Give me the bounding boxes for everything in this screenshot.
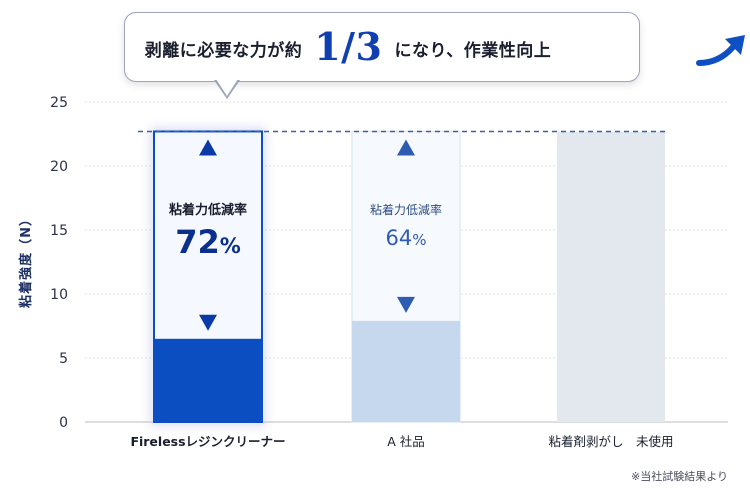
bar-2 [557, 131, 665, 422]
callout-suffix: になり、作業性向上 [394, 40, 552, 61]
down-arrow-icon [199, 314, 217, 331]
reduction-label: 粘着力低減率 [168, 202, 247, 218]
callout-box: 剥離に必要な力が約 1/3 になり、作業性向上 [124, 12, 745, 83]
reduction-value: 64% [386, 226, 427, 250]
x-tick-label: Firelessレジンクリーナー [130, 434, 285, 449]
y-axis-label: 粘着強度（N） [18, 212, 34, 309]
footnote: ※当社試験結果より [631, 470, 728, 483]
y-tick-label: 25 [50, 95, 68, 111]
reduction-value: 72% [175, 223, 241, 261]
y-tick-label: 15 [50, 223, 68, 239]
up-arrow-icon [199, 139, 217, 156]
y-tick-label: 5 [59, 351, 68, 367]
reduction-label: 粘着力低減率 [370, 202, 442, 217]
y-tick-label: 10 [50, 287, 68, 303]
bar-1 [352, 320, 460, 422]
x-tick-label: 粘着剤剥がし 未使用 [548, 434, 673, 449]
callout-highlight: 1/3 [314, 23, 383, 69]
bar-0 [154, 338, 262, 422]
down-arrow-icon [397, 296, 415, 313]
y-tick-label: 20 [50, 159, 68, 175]
callout-prefix: 剥離に必要な力が約 [144, 40, 303, 61]
upward-curved-arrow-icon [696, 35, 745, 66]
up-arrow-icon [397, 139, 415, 156]
callout-message: 剥離に必要な力が約 1/3 になり、作業性向上 [125, 13, 641, 83]
y-tick-label: 0 [59, 415, 68, 431]
x-tick-label: A 社品 [387, 434, 425, 449]
